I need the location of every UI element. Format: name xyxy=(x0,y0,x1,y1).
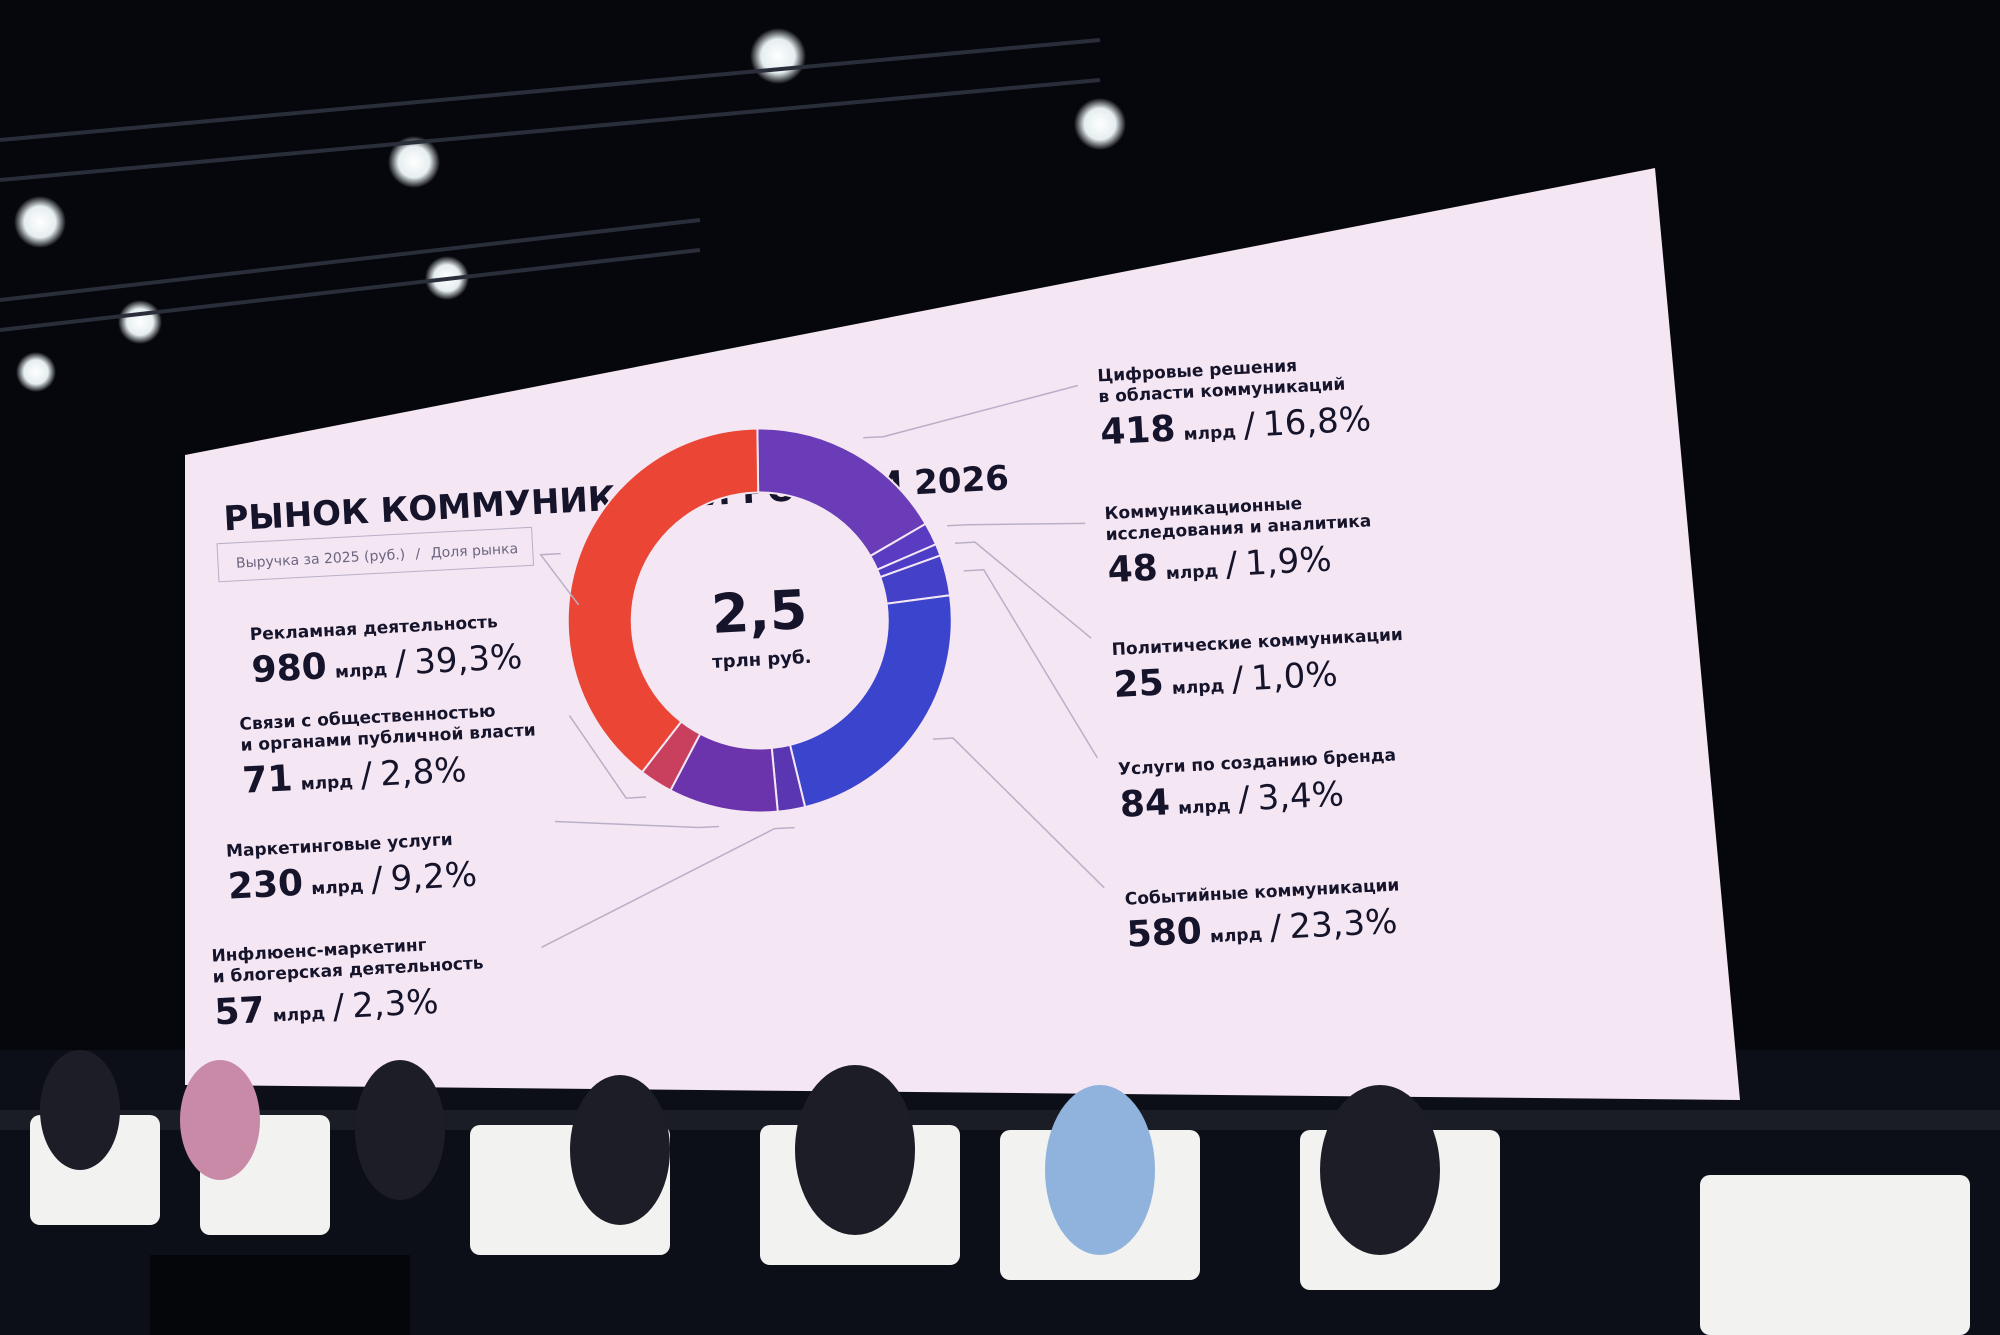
leader-line xyxy=(568,715,647,799)
donut-segment xyxy=(566,427,760,774)
donut-segment xyxy=(788,594,953,809)
share-label: 23,3% xyxy=(1288,902,1398,948)
revenue-value: 84 xyxy=(1119,782,1171,826)
revenue-value: 71 xyxy=(241,758,293,802)
leader-line xyxy=(947,522,1086,527)
separator: / xyxy=(1237,779,1251,820)
value-line: 230 млрд /9,2% xyxy=(227,854,478,908)
revenue-unit: млрд xyxy=(1183,422,1236,445)
truss xyxy=(0,38,1101,332)
leader-line xyxy=(863,384,1079,439)
revenue-unit: млрд xyxy=(1165,561,1218,584)
share-label: 2,8% xyxy=(379,750,467,794)
share-label: 3,4% xyxy=(1257,774,1345,818)
share-label: 9,2% xyxy=(390,855,478,899)
subtitle-separator: / xyxy=(415,546,421,562)
revenue-unit: млрд xyxy=(311,877,364,900)
separator: / xyxy=(1269,908,1283,949)
revenue-unit: млрд xyxy=(1171,676,1224,699)
leader-line xyxy=(933,737,1105,889)
center-value: 2,5 xyxy=(710,578,809,646)
separator: / xyxy=(394,643,408,684)
leader-line xyxy=(541,826,795,949)
leader-line xyxy=(554,820,720,829)
share-label: 2,3% xyxy=(351,982,439,1026)
leader-line xyxy=(539,552,580,606)
subtitle-box xyxy=(216,526,535,583)
revenue-value: 580 xyxy=(1126,911,1203,956)
revenue-value: 980 xyxy=(251,646,328,691)
leader-line xyxy=(963,569,1099,759)
revenue-unit: млрд xyxy=(300,772,353,795)
value-line: 980 млрд /39,3% xyxy=(251,636,524,691)
screen xyxy=(185,168,1740,1100)
share-label: 1,9% xyxy=(1244,539,1332,583)
panel xyxy=(0,1050,2000,1335)
revenue-unit: млрд xyxy=(335,660,388,683)
subtitle-part: Доля рынка xyxy=(430,541,518,562)
leader-line xyxy=(954,541,1092,639)
revenue-unit: млрд xyxy=(272,1004,325,1027)
value-line: 84 млрд /3,4% xyxy=(1119,773,1345,826)
center-unit: трлн руб. xyxy=(712,647,812,673)
value-line: 57 млрд /2,3% xyxy=(213,981,439,1034)
separator: / xyxy=(360,755,374,796)
value-line: 580 млрд /23,3% xyxy=(1126,901,1399,956)
separator: / xyxy=(1225,544,1239,585)
separator: / xyxy=(370,860,384,901)
revenue-value: 48 xyxy=(1107,548,1159,592)
separator: / xyxy=(1243,405,1257,446)
share-label: 1,0% xyxy=(1250,654,1338,698)
revenue-value: 418 xyxy=(1099,408,1176,453)
value-line: 48 млрд /1,9% xyxy=(1107,538,1333,591)
revenue-unit: млрд xyxy=(1178,796,1231,819)
value-line: 71 млрд /2,8% xyxy=(241,749,467,802)
share-label: 16,8% xyxy=(1262,399,1372,445)
revenue-unit: млрд xyxy=(1210,925,1263,948)
separator: / xyxy=(332,987,346,1028)
revenue-value: 57 xyxy=(213,990,265,1034)
revenue-value: 25 xyxy=(1113,662,1165,706)
value-line: 25 млрд /1,0% xyxy=(1113,653,1339,706)
value-line: 418 млрд /16,8% xyxy=(1099,398,1372,453)
revenue-value: 230 xyxy=(227,863,304,908)
share-label: 39,3% xyxy=(413,637,523,683)
separator: / xyxy=(1231,659,1245,700)
